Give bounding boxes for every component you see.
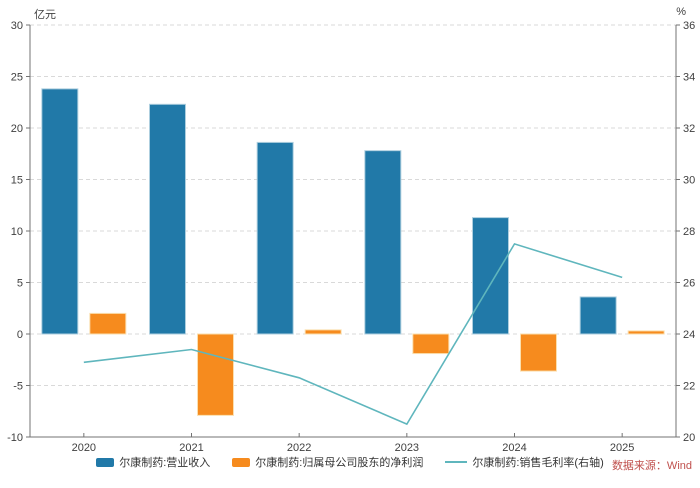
profit-bar-2021 — [197, 333, 234, 416]
right-tick-label: 36 — [683, 20, 695, 32]
right-tick-label: 20 — [683, 432, 695, 444]
legend-label-margin: 尔康制药:销售毛利率(右轴) — [472, 457, 604, 469]
x-tick-label-2022: 2022 — [287, 442, 311, 452]
left-tick-label: -10 — [7, 432, 23, 444]
profit-bar-2024 — [520, 333, 557, 372]
margin-line — [83, 242, 623, 426]
left-axis-unit-label: 亿元 — [34, 9, 56, 21]
x-tick-label-2021: 2021 — [179, 442, 203, 452]
revenue-bar-2025 — [579, 296, 617, 335]
profit-bar-2023 — [412, 333, 450, 355]
left-tick-label: 30 — [11, 20, 23, 32]
revenue-swatch-icon — [96, 457, 115, 467]
right-tick-label: 26 — [683, 278, 695, 290]
margin-line-swatch-icon — [445, 461, 468, 463]
legend-label-profit: 尔康制药:归属母公司股东的净利润 — [255, 457, 424, 469]
x-tick-label-2020: 2020 — [72, 442, 96, 452]
revenue-bar-2023 — [364, 150, 402, 335]
profit-bar-2020 — [89, 312, 127, 335]
left-tick-label: 25 — [11, 72, 23, 84]
x-tick-label-2024: 2024 — [502, 442, 526, 452]
revenue-bar-2022 — [256, 141, 294, 335]
left-tick-label: 15 — [11, 175, 23, 187]
right-tick-label: 24 — [683, 329, 695, 341]
legend-item-revenue: 尔康制药:营业收入 — [96, 454, 210, 470]
left-tick-label: 0 — [17, 329, 23, 341]
right-tick-label: 30 — [683, 175, 695, 187]
data-source: 数据来源：Wind — [611, 460, 692, 472]
legend-label-revenue: 尔康制药:营业收入 — [119, 457, 211, 469]
x-tick-label-2023: 2023 — [395, 442, 419, 452]
legend-item-profit: 尔康制药:归属母公司股东的净利润 — [232, 454, 423, 470]
right-tick-label: 34 — [683, 72, 695, 84]
profit-swatch-icon — [232, 457, 251, 467]
left-tick-label: 5 — [17, 278, 23, 290]
revenue-bar-2021 — [149, 103, 186, 335]
left-tick-label: 10 — [11, 226, 23, 238]
legend-item-margin: 尔康制药:销售毛利率(右轴) — [445, 454, 604, 470]
legend: 尔康制药:营业收入 尔康制药:归属母公司股东的净利润 尔康制药:销售毛利率(右轴… — [0, 454, 700, 470]
right-tick-label: 22 — [683, 381, 695, 393]
profit-bar-2025 — [627, 330, 665, 335]
revenue-bar-2020 — [41, 88, 79, 335]
left-tick-label: -5 — [13, 381, 23, 393]
x-tick-label-2025: 2025 — [610, 442, 634, 452]
profit-bar-2022 — [304, 329, 342, 335]
right-tick-label: 28 — [683, 226, 695, 238]
right-axis-unit-label: % — [676, 6, 686, 18]
revenue-bar-2024 — [472, 217, 509, 335]
right-tick-label: 32 — [683, 123, 695, 135]
left-tick-label: 20 — [11, 123, 23, 135]
